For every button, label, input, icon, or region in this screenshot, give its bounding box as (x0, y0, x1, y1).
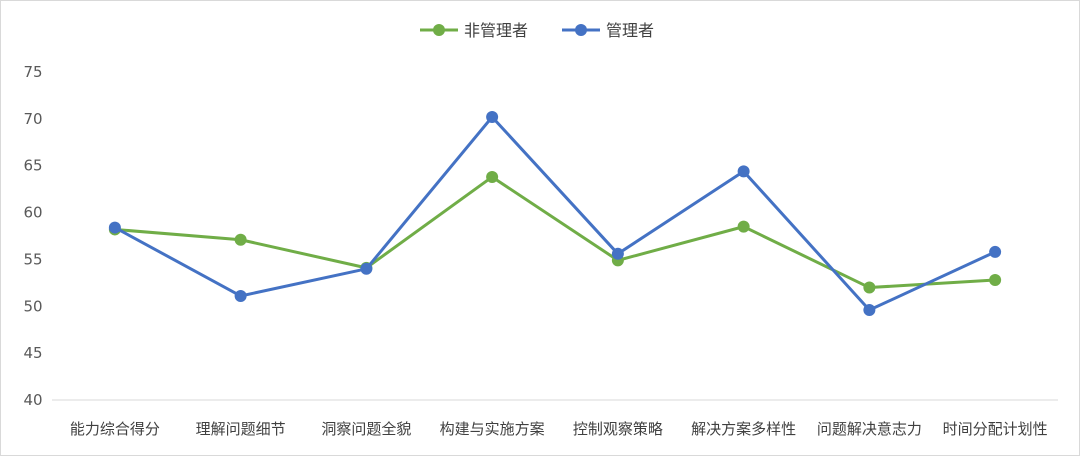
data-point (360, 262, 373, 275)
legend-marker (575, 24, 587, 36)
x-category-label: 时间分配计划性 (943, 420, 1048, 438)
data-point (737, 165, 750, 178)
series-group (108, 110, 1002, 317)
data-point (989, 274, 1002, 287)
data-point (486, 110, 499, 123)
series-line-1 (113, 175, 997, 290)
x-category-label: 构建与实施方案 (440, 420, 545, 438)
x-category-label: 问题解决意志力 (817, 420, 922, 438)
series-line-2 (113, 115, 997, 312)
y-axis: 40 45 50 55 60 65 70 75 (23, 63, 42, 409)
y-tick-label: 40 (23, 391, 42, 409)
data-point (863, 281, 876, 294)
data-point (863, 304, 876, 317)
legend-item: 管理者 (562, 21, 654, 40)
data-point (737, 220, 750, 233)
x-category-label: 理解问题细节 (196, 420, 286, 438)
data-point (611, 247, 624, 260)
legend: 非管理者 管理者 (420, 21, 654, 40)
y-tick-label: 75 (23, 63, 42, 81)
y-tick-label: 60 (23, 204, 42, 222)
data-point (234, 233, 247, 246)
y-tick-label: 55 (23, 250, 42, 268)
data-point (234, 289, 247, 302)
x-category-label: 解决方案多样性 (691, 420, 796, 438)
legend-item: 非管理者 (420, 21, 528, 40)
x-category-label: 洞察问题全貌 (321, 420, 411, 438)
legend-label: 非管理者 (464, 21, 528, 40)
data-point (486, 170, 499, 183)
x-category-label: 控制观察策略 (573, 420, 663, 438)
y-tick-label: 65 (23, 157, 42, 175)
x-category-label: 能力综合得分 (70, 420, 160, 438)
y-tick-label: 45 (23, 344, 42, 362)
legend-label: 管理者 (606, 21, 654, 40)
y-tick-label: 50 (23, 297, 42, 315)
data-point (989, 245, 1002, 258)
x-axis: 能力综合得分 理解问题细节 洞察问题全貌 构建与实施方案 控制观察策略 解决方案多样性 问题… (70, 420, 1048, 438)
data-point (108, 221, 121, 234)
legend-marker (433, 24, 445, 36)
y-tick-label: 70 (23, 110, 42, 128)
